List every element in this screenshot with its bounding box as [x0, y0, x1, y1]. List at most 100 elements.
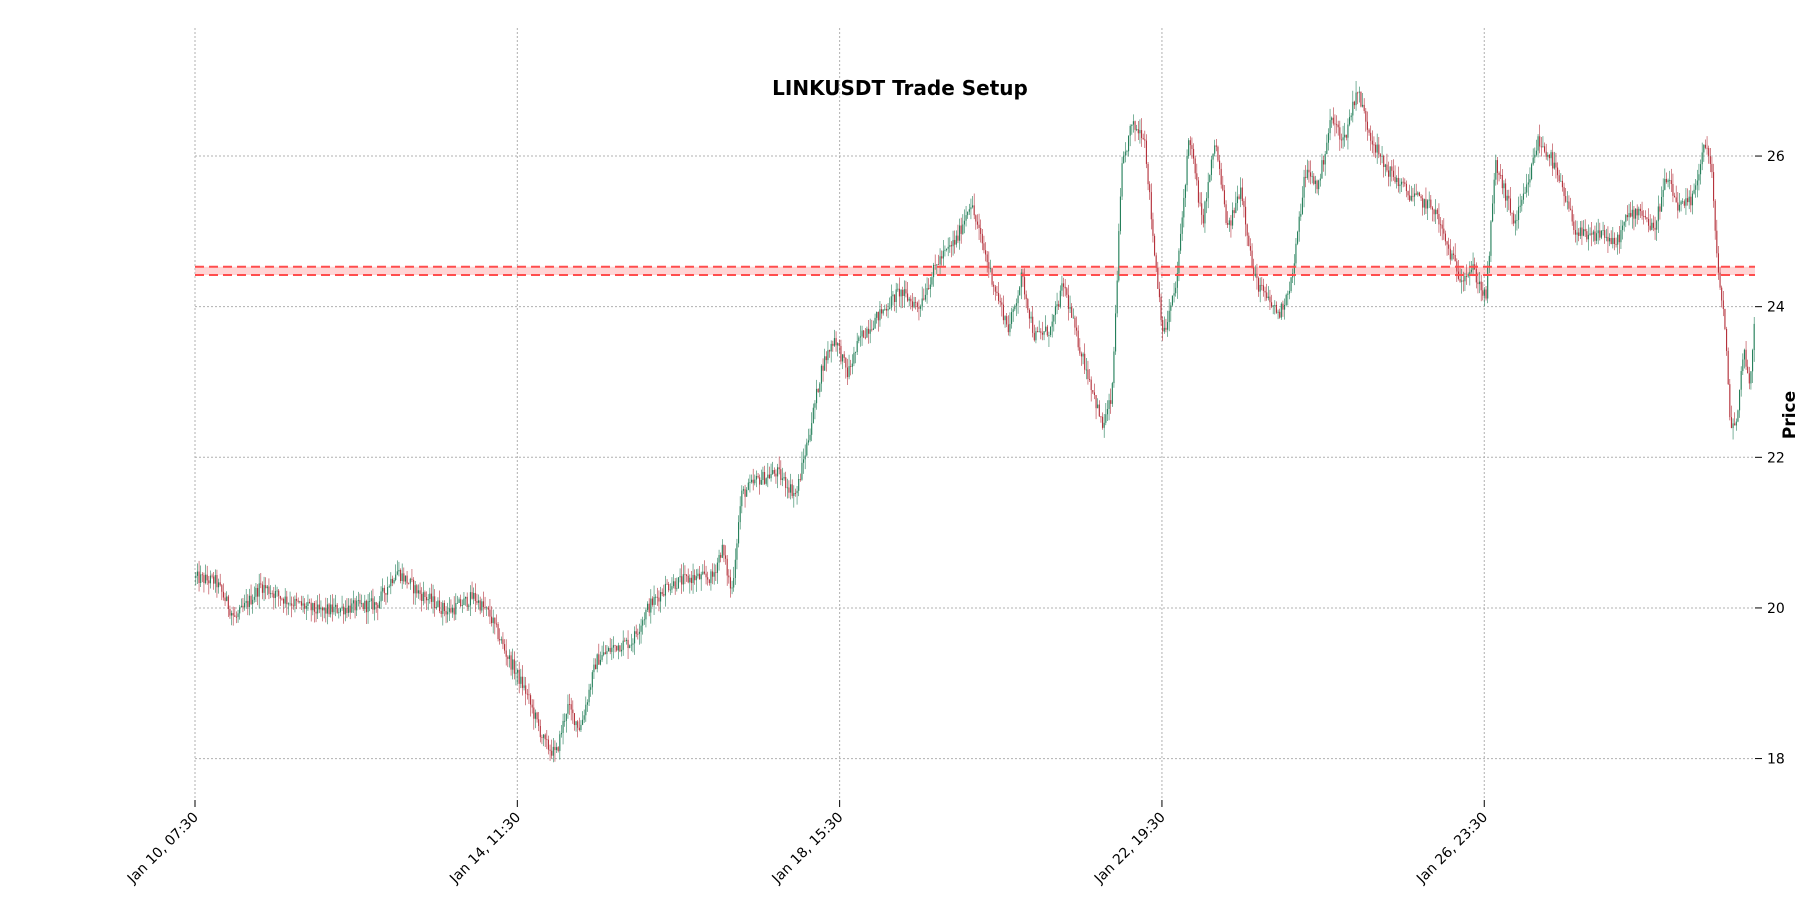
candle-body [676, 588, 678, 590]
candle-body [1046, 326, 1048, 336]
candle-body [1683, 201, 1685, 206]
candle-body [404, 575, 407, 582]
candle-body [786, 487, 788, 489]
candle-body [994, 286, 996, 292]
candle-body [1324, 154, 1326, 165]
candle-body [780, 469, 782, 480]
candle-body [746, 489, 748, 497]
candle-body [334, 604, 337, 607]
candle-body [1246, 224, 1248, 236]
candle-body [411, 578, 413, 580]
candle-body [541, 737, 543, 738]
candle-body [1690, 196, 1692, 206]
candle-body [1147, 163, 1149, 185]
candle-body [815, 388, 818, 404]
candle-body [1131, 124, 1133, 126]
candle-body [762, 471, 764, 480]
candle-body [357, 599, 359, 601]
candle-body [549, 749, 551, 751]
candle-body [1144, 139, 1146, 141]
candle-body [627, 639, 629, 648]
candle-body [921, 298, 923, 307]
candle-body [1488, 255, 1490, 268]
candle-body [1553, 162, 1555, 169]
candle-body [297, 600, 299, 602]
candle-body [971, 205, 974, 208]
candle-body [970, 207, 972, 210]
candle-body [1241, 187, 1243, 202]
candle-body [479, 600, 481, 611]
candle-body [1127, 135, 1130, 152]
candle-body [1508, 195, 1510, 199]
candle-body [502, 639, 504, 645]
candle-body [1607, 236, 1609, 242]
candle-body [1353, 101, 1356, 106]
candle-body [950, 245, 953, 247]
candle-body [1296, 231, 1299, 244]
candle-body [1436, 209, 1438, 214]
candle-body [1110, 400, 1112, 404]
candle-body [632, 643, 634, 645]
candle-body [785, 477, 787, 488]
candle-body [937, 264, 940, 266]
candle-body [1610, 237, 1612, 245]
candle-body [1591, 233, 1593, 235]
candle-body [1075, 327, 1078, 331]
candle-body [583, 715, 585, 720]
candle-body [1384, 164, 1386, 168]
candle-body [554, 746, 556, 751]
candle-body [221, 585, 223, 592]
candle-body [856, 341, 858, 353]
candle-body [689, 577, 691, 583]
candle-body [229, 609, 231, 616]
candle-body [1717, 253, 1720, 273]
candle-body [1014, 305, 1016, 310]
candle-body [1303, 176, 1305, 198]
candle-body [1337, 124, 1339, 128]
candle-body [1032, 316, 1034, 333]
candle-body [378, 601, 381, 609]
candle-body [1643, 215, 1645, 217]
candle-body [512, 659, 514, 670]
candle-body [898, 288, 901, 297]
candle-body [1555, 162, 1557, 168]
candle-body [716, 562, 719, 573]
candle-body [344, 607, 346, 615]
candle-body [1137, 129, 1139, 134]
candle-body [1004, 316, 1006, 321]
candle-body [577, 721, 579, 728]
candle-body [960, 225, 962, 234]
candle-body [1753, 323, 1755, 351]
candle-body [1732, 423, 1734, 429]
candle-body [755, 476, 758, 480]
candle-body [1620, 230, 1622, 243]
candle-body [1222, 184, 1224, 191]
candle-body [773, 470, 775, 474]
candle-body [1517, 206, 1520, 220]
candle-body [882, 309, 884, 314]
candle-body [924, 294, 927, 300]
candle-body [1742, 359, 1744, 372]
candle-body [235, 616, 238, 618]
candle-body [1587, 234, 1590, 240]
candle-body [1084, 353, 1086, 370]
candle-body [1118, 231, 1120, 281]
candle-body [694, 574, 696, 581]
x-tick-label: Jan 26, 23:30 [1413, 810, 1491, 888]
candle-body [203, 575, 205, 584]
candle-body [723, 544, 725, 556]
candle-body [201, 574, 203, 576]
candle-body [570, 704, 572, 710]
candle-body [1253, 266, 1255, 277]
candle-body [274, 591, 277, 598]
candle-body [1348, 117, 1351, 125]
candle-body [217, 582, 220, 588]
candle-body [239, 607, 241, 614]
candle-body [1729, 384, 1731, 418]
candle-body [1124, 151, 1126, 156]
candle-body [903, 289, 905, 296]
candle-body [1670, 180, 1672, 185]
candle-body [915, 301, 917, 303]
candle-body [531, 704, 533, 708]
candle-body [703, 571, 706, 574]
